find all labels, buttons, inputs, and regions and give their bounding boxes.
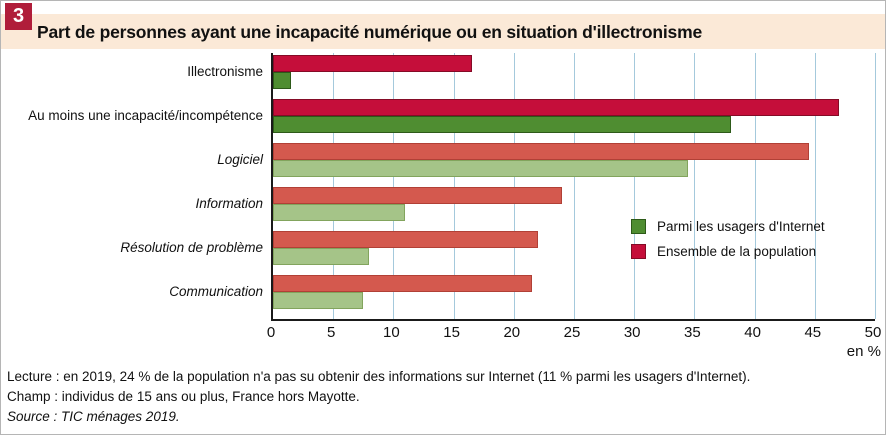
legend-label: Ensemble de la population [657,244,817,259]
footer-notes: Lecture : en 2019, 24 % de la population… [7,367,750,427]
gridline [814,53,816,319]
bar-ensemble-population [273,187,562,204]
gridline [694,53,696,319]
gridline [333,53,335,319]
bar-group [273,231,875,265]
bar-group [273,99,875,133]
bar-usagers-internet [273,248,370,265]
bar-ensemble-population [273,55,472,72]
category-label: Information [195,195,263,211]
legend-label: Parmi les usagers d'Internet [657,219,825,234]
bar-group [273,143,875,177]
lecture-note: Lecture : en 2019, 24 % de la population… [7,369,751,384]
legend-swatch-icon [631,244,646,259]
gridline [875,53,876,319]
x-tick-label: 20 [503,324,521,341]
legend-item: Parmi les usagers d'Internet [631,219,825,234]
bar-usagers-internet [273,292,364,309]
legend-item: Ensemble de la population [631,244,825,259]
bar-group [273,275,875,309]
champ-note: Champ : individus de 15 ans ou plus, Fra… [7,389,360,404]
gridline [574,53,575,319]
category-label: Illectronisme [187,63,263,79]
source-note: Source : TIC ménages 2019. [7,409,180,424]
gridline [754,53,756,319]
category-label: Au moins une incapacité/incompétence [28,107,263,123]
category-label: Communication [169,283,263,299]
legend-swatch-icon [631,219,646,234]
category-label: Résolution de problème [120,239,263,255]
x-tick-label: 15 [443,324,460,341]
bar-ensemble-population [273,99,839,116]
bar-group [273,187,875,221]
x-tick-label: 50 [864,324,882,341]
bar-groups [273,53,875,319]
x-tick-label: 25 [563,324,581,341]
bar-usagers-internet [273,116,731,133]
x-tick-label: 10 [383,324,400,341]
x-tick-label: 45 [804,324,822,341]
header-band [1,14,885,49]
x-tick-label: 5 [327,324,336,341]
x-tick-label: 30 [623,324,641,341]
chart-title: Part de personnes ayant une incapacité n… [37,22,702,42]
gridline [513,53,515,319]
bar-usagers-internet [273,72,292,89]
bar-ensemble-population [273,231,538,248]
gridline [634,53,636,319]
x-tick-label: 0 [266,324,276,341]
bar-group [273,55,875,89]
gridline [453,53,455,319]
x-tick-label: 40 [744,324,761,341]
bar-ensemble-population [273,275,532,292]
gridline [393,53,395,319]
bar-usagers-internet [273,160,689,177]
category-label: Logiciel [217,151,263,167]
legend: Parmi les usagers d'Internet Ensemble de … [631,219,825,259]
figure-number-badge: 3 [5,3,32,30]
plot-area [271,53,876,321]
bar-ensemble-population [273,143,809,160]
category-labels: Illectronisme Au moins une incapacité/inc… [1,53,263,319]
x-axis-ticks: 0 5 10 15 20 25 30 35 40 45 50 [267,324,882,342]
x-tick-label: 35 [684,324,701,341]
bar-usagers-internet [273,204,406,221]
x-axis-unit-label: en % [846,343,881,360]
